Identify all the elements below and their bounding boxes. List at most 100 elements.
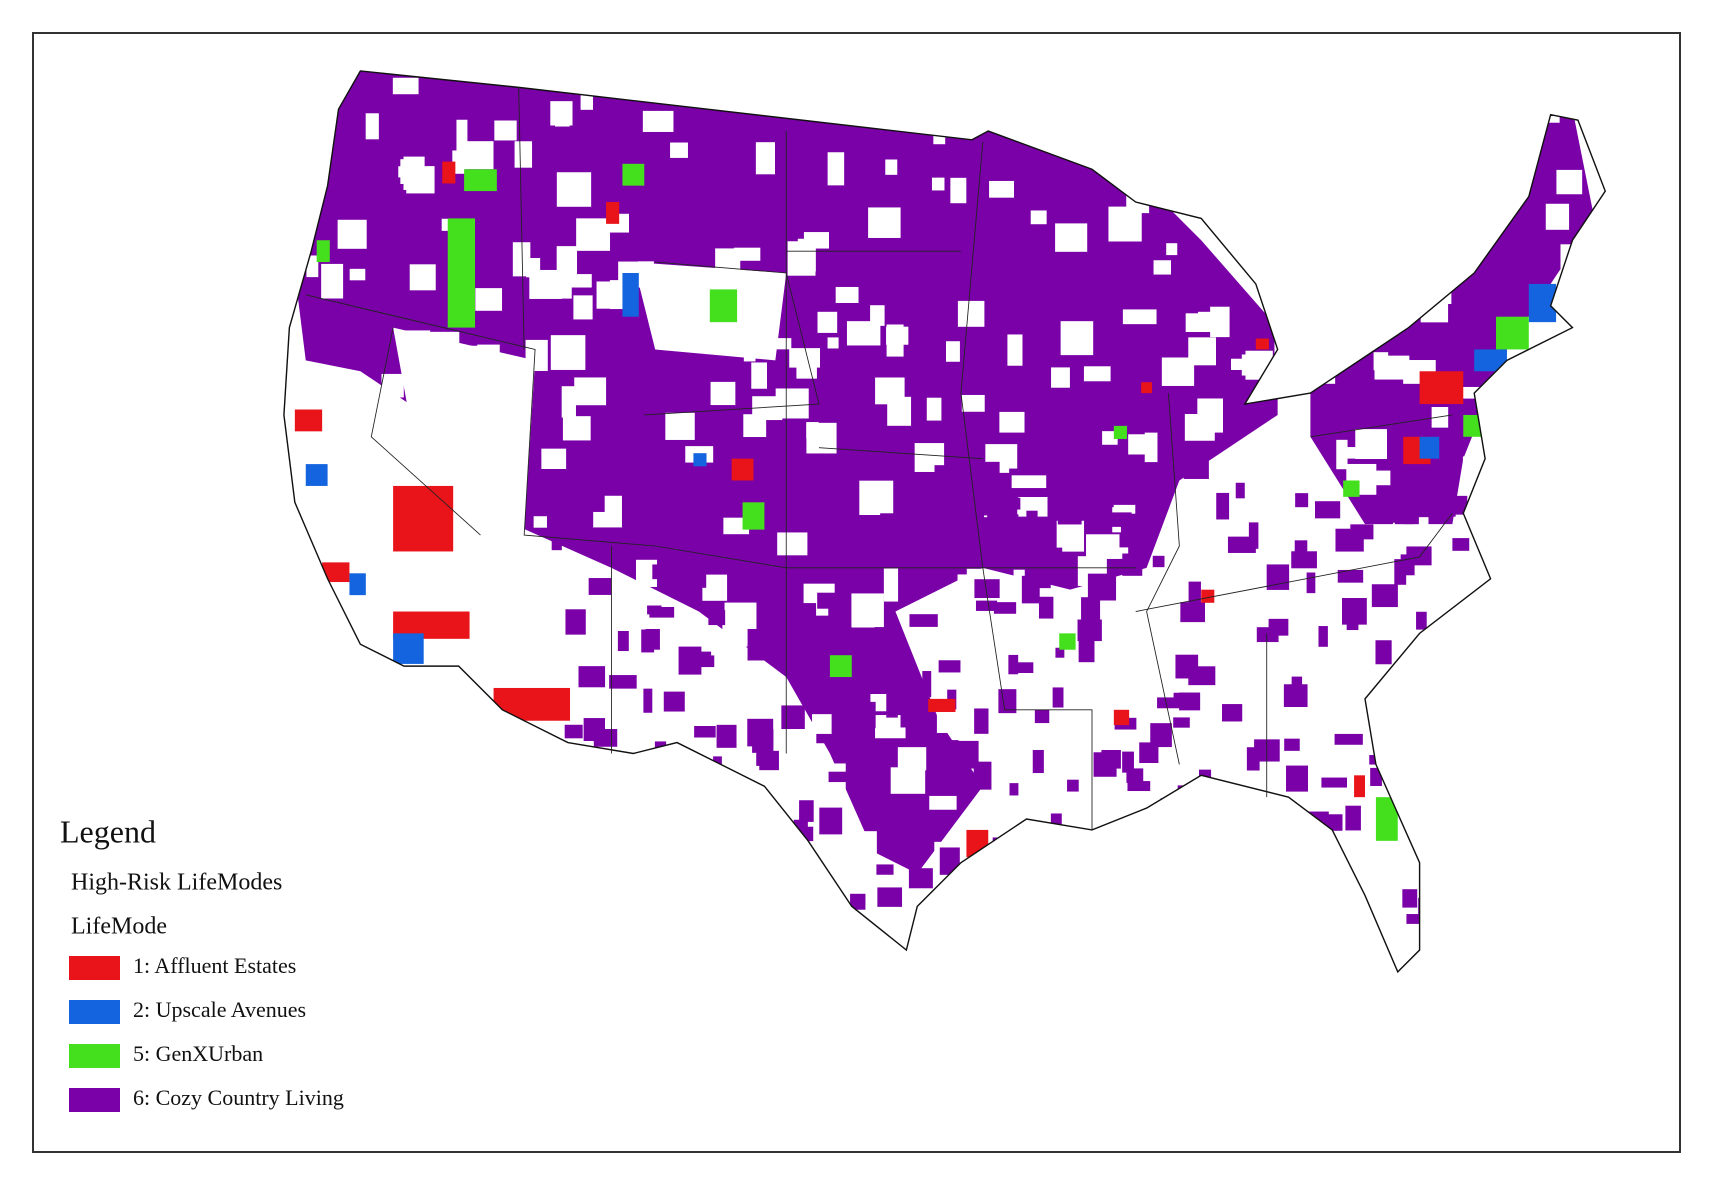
legend-swatch	[69, 1000, 120, 1024]
county-patch	[1321, 777, 1347, 788]
county-patch	[993, 602, 1017, 614]
county-patch	[886, 691, 898, 718]
county-patch	[848, 701, 876, 729]
county-patch	[999, 411, 1025, 433]
state-lines	[305, 87, 1453, 830]
county-patch	[1128, 434, 1153, 455]
county-patch	[1337, 569, 1364, 583]
county-patch	[1077, 619, 1102, 642]
county-patch	[961, 394, 985, 412]
county-patch	[442, 161, 456, 184]
county-patch	[294, 409, 323, 432]
county-patch	[859, 480, 894, 516]
county-patch	[1354, 775, 1365, 798]
county-patch	[588, 578, 612, 595]
county-patch	[1452, 538, 1470, 551]
county-patch	[1055, 223, 1088, 252]
county-patch	[1266, 564, 1290, 590]
county-patch	[1369, 755, 1379, 765]
county-patch	[669, 625, 683, 651]
county-patch	[1170, 557, 1205, 570]
county-patch	[1294, 540, 1308, 560]
county-patches	[294, 77, 1605, 937]
county-patch	[1222, 704, 1243, 722]
county-patch	[1210, 725, 1223, 754]
county-patch	[969, 493, 995, 516]
county-patch	[702, 574, 728, 601]
county-patch	[622, 163, 645, 186]
county-patch	[617, 630, 629, 652]
county-patch	[562, 416, 591, 441]
county-patch	[643, 688, 653, 713]
county-patch	[1371, 584, 1398, 608]
county-patch	[716, 724, 737, 748]
county-patch	[339, 544, 365, 560]
county-patch	[1224, 592, 1242, 611]
county-patch	[607, 470, 626, 484]
county-patch	[1030, 210, 1047, 225]
county-patch	[1150, 582, 1169, 604]
legend-swatch	[69, 1044, 120, 1068]
county-patch	[974, 708, 989, 734]
county-patch	[955, 521, 974, 538]
county-patch	[1032, 749, 1044, 774]
county-patch	[645, 628, 660, 650]
county-patch	[529, 269, 562, 299]
county-patch	[973, 761, 992, 790]
county-patch	[456, 119, 468, 151]
county-patch	[1496, 316, 1529, 350]
county-patch	[789, 348, 821, 368]
county-patch	[908, 868, 933, 889]
county-patch	[816, 733, 838, 744]
county-patch	[1306, 572, 1316, 594]
county-patch	[1091, 675, 1107, 708]
county-patch	[827, 152, 845, 186]
county-patch	[851, 593, 884, 628]
county-patch	[1400, 458, 1424, 484]
county-patch	[565, 609, 586, 635]
legend-items: 1: Affluent Estates 2: Upscale Avenues 5: …	[69, 953, 344, 1112]
county-patch	[443, 429, 457, 442]
county-patch	[709, 289, 738, 323]
county-patch	[663, 691, 685, 712]
county-patch	[555, 636, 573, 659]
county-patch	[1051, 367, 1070, 388]
county-patch	[404, 330, 431, 352]
county-patch	[1000, 790, 1034, 824]
county-patch	[623, 585, 643, 609]
county-patch	[752, 396, 783, 421]
county-patch	[1097, 620, 1110, 654]
county-patch	[647, 529, 660, 542]
county-patch	[819, 807, 843, 835]
county-patch	[908, 835, 931, 852]
county-patch	[1197, 398, 1223, 433]
county-patch	[391, 582, 410, 595]
county-patch	[972, 461, 1000, 479]
county-patch	[1541, 317, 1576, 330]
us-map	[283, 70, 1606, 973]
county-patch	[1322, 714, 1334, 729]
county-patch	[1345, 805, 1361, 831]
county-patch	[692, 651, 712, 663]
county-patch	[916, 807, 927, 822]
county-patch	[1284, 738, 1300, 751]
county-patch	[777, 532, 808, 556]
county-patch	[1173, 692, 1192, 702]
county-patch	[1295, 493, 1309, 508]
legend-label: 6: Cozy Country Living	[133, 1085, 344, 1110]
county-patch	[1153, 260, 1171, 275]
county-patch	[1474, 349, 1507, 372]
legend-label: 1: Affluent Estates	[133, 953, 296, 978]
county-patch	[409, 264, 436, 291]
county-patch	[813, 830, 844, 842]
county-patch	[855, 831, 877, 860]
county-patch	[362, 443, 387, 471]
county-patch	[1375, 640, 1392, 665]
county-patch	[1002, 497, 1021, 510]
county-patch	[946, 341, 960, 362]
county-patch	[573, 295, 593, 320]
county-patch	[975, 600, 998, 611]
county-patch	[1175, 654, 1199, 679]
county-patch	[1375, 797, 1398, 841]
